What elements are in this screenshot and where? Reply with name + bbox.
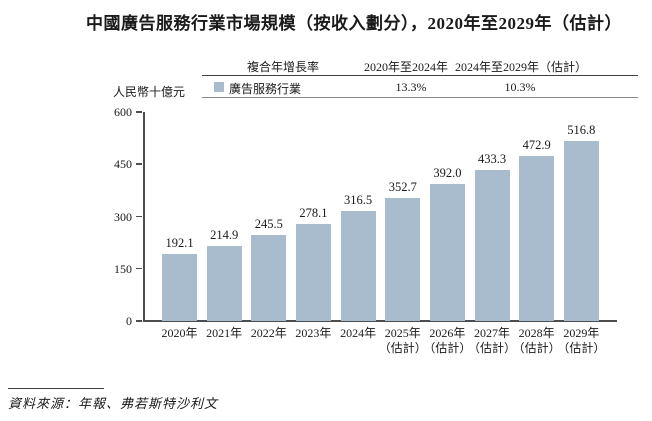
bar-2023年 [295, 224, 331, 321]
x-tick-label: 2022年 [250, 326, 287, 340]
x-tick-label: 2028年 （估計） [512, 326, 561, 355]
x-tick-label: 2024年 [340, 326, 377, 340]
y-tick-mark [136, 320, 142, 322]
x-tick-label: 2020年 [161, 326, 198, 340]
y-tick-label: 450 [114, 157, 132, 172]
source-divider [8, 388, 104, 389]
y-tick-label: 600 [114, 105, 132, 119]
bar-value-label: 352.7 [388, 180, 417, 195]
y-axis-unit-label: 人民幣十億元 [113, 85, 186, 99]
cagr-period1-value: 13.3% [395, 80, 427, 94]
x-axis-line [143, 320, 617, 322]
bar-2021年 [206, 246, 242, 321]
x-tick-label: 2029年 （估計） [557, 326, 606, 355]
y-tick-label: 300 [114, 209, 132, 224]
bar-value-label: 316.5 [344, 192, 373, 207]
cagr-period1-header: 2020年至2024年 [363, 60, 449, 74]
x-tick-label: 2021年 [206, 326, 243, 340]
bar-value-label: 472.9 [522, 138, 551, 153]
y-tick-mark [136, 215, 142, 217]
y-tick-label: 0 [126, 314, 132, 328]
y-tick-mark [136, 163, 142, 165]
bar-value-label: 516.8 [567, 122, 596, 137]
cagr-table-rule-top [202, 75, 638, 76]
source-note: 資料來源：年報、弗若斯特沙利文 [8, 396, 219, 411]
bar-2028年 [519, 156, 555, 321]
bar-2022年 [251, 235, 287, 321]
x-tick-label: 2023年 [295, 326, 332, 340]
bar-value-label: 192.1 [165, 236, 194, 251]
bar-value-label: 214.9 [210, 228, 239, 243]
bar-value-label: 433.3 [477, 152, 507, 167]
bar-2020年 [162, 254, 197, 321]
cagr-table-rule-bottom [202, 97, 638, 98]
cagr-header: 複合年增長率 [246, 60, 320, 74]
x-tick-label: 2026年 （估計） [423, 326, 472, 355]
bar-2029年 [563, 140, 599, 321]
bar-2027年 [474, 170, 510, 321]
bar-value-label: 245.5 [254, 217, 283, 232]
cagr-period2-header: 2024年至2029年（估計） [454, 60, 588, 74]
bar-value-label: 278.1 [299, 206, 328, 221]
x-tick-label: 2027年 （估計） [468, 326, 517, 355]
legend-series-label: 廣告服務行業 [229, 82, 302, 96]
bar-2024年 [340, 210, 376, 321]
legend-swatch [214, 82, 224, 92]
y-tick-mark [136, 267, 142, 270]
chart-title: 中國廣告服務行業市場規模（按收入劃分），2020年至2029年（估計） [86, 14, 622, 33]
y-axis-line [143, 112, 145, 321]
x-tick-label: 2025年 （估計） [378, 326, 427, 355]
cagr-period2-value: 10.3% [504, 80, 536, 94]
bar-value-label: 392.0 [433, 166, 462, 181]
y-tick-label: 150 [114, 261, 132, 276]
bar-2025年 [385, 198, 421, 321]
y-tick-mark [136, 111, 142, 113]
bar-2026年 [429, 184, 465, 321]
